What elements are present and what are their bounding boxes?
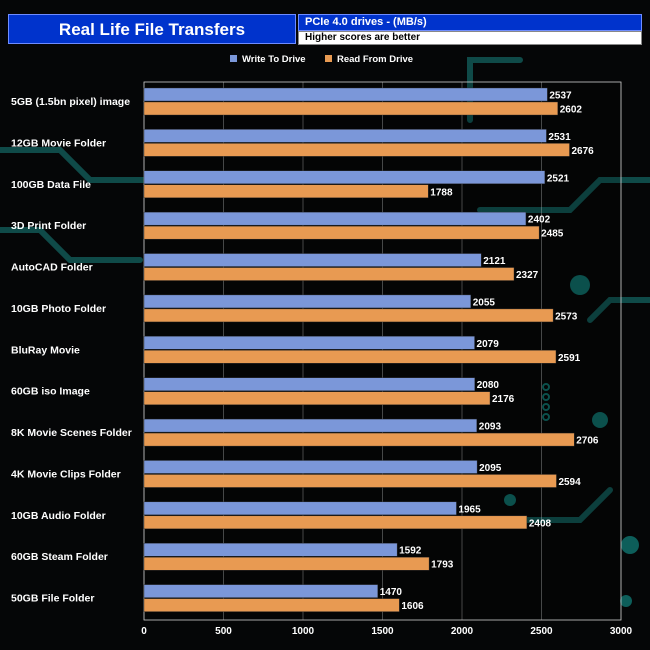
category-label: 5GB (1.5bn pixel) image (11, 96, 130, 108)
write-value-label: 2537 (549, 91, 572, 102)
legend-swatch-0 (230, 55, 237, 62)
x-tick-label: 1000 (292, 626, 315, 637)
write-bar (143, 87, 548, 102)
write-bar (143, 418, 477, 433)
read-value-label: 2573 (555, 311, 578, 322)
x-tick-label: 3000 (610, 626, 633, 637)
read-value-label: 2706 (576, 436, 599, 447)
write-bar (143, 501, 457, 516)
read-bar (143, 184, 429, 198)
read-value-label: 1606 (401, 601, 424, 612)
write-bar (143, 253, 482, 267)
write-value-label: 1965 (458, 504, 481, 515)
write-bar (143, 377, 475, 391)
read-bar (143, 474, 557, 488)
write-bar (143, 170, 546, 184)
write-value-label: 2093 (479, 422, 502, 433)
x-tick-label: 1500 (371, 626, 394, 637)
category-label: 100GB Data File (11, 179, 91, 191)
write-bar (143, 211, 527, 226)
category-label: 3D Print Folder (11, 220, 86, 232)
category-label: BluRay Movie (11, 344, 80, 356)
read-value-label: 2485 (541, 229, 564, 240)
read-value-label: 1788 (430, 187, 453, 198)
read-bar (143, 557, 430, 571)
read-bar (143, 267, 515, 281)
write-value-label: 2531 (548, 132, 571, 143)
read-bar (143, 225, 540, 240)
read-value-label: 2602 (560, 105, 583, 116)
x-tick-label: 2500 (530, 626, 553, 637)
write-value-label: 2121 (483, 256, 506, 267)
category-label: 10GB Photo Folder (11, 303, 106, 315)
read-bar (143, 598, 400, 612)
write-value-label: 2402 (528, 215, 551, 226)
category-label: 10GB Audio Folder (11, 510, 106, 522)
legend-label-1: Read From Drive (337, 54, 413, 65)
write-bar (143, 543, 398, 557)
category-label: 60GB Steam Folder (11, 551, 108, 563)
read-value-label: 2176 (492, 394, 515, 405)
chart-title: Real Life File Transfers (8, 14, 296, 44)
x-tick-label: 0 (141, 626, 147, 637)
read-bar (143, 432, 575, 447)
read-bar (143, 101, 558, 116)
legend-swatch-1 (325, 55, 332, 62)
read-value-label: 2676 (571, 146, 594, 157)
read-value-label: 2594 (558, 477, 581, 488)
chart-note: Higher scores are better (298, 31, 642, 45)
read-bar (143, 143, 570, 157)
write-bar (143, 129, 547, 143)
write-bar (143, 336, 475, 350)
read-bar (143, 308, 554, 323)
write-value-label: 2080 (477, 380, 500, 391)
category-label: 50GB File Folder (11, 593, 94, 605)
read-value-label: 2591 (558, 353, 581, 364)
write-bar (143, 294, 471, 309)
category-label: 4K Movie Clips Folder (11, 468, 121, 480)
category-label: AutoCAD Folder (11, 262, 93, 274)
read-value-label: 2327 (516, 270, 539, 281)
category-label: 8K Movie Scenes Folder (11, 427, 132, 439)
write-value-label: 2055 (473, 297, 496, 308)
write-bar (143, 584, 378, 598)
write-value-label: 2079 (477, 339, 500, 350)
read-bar (143, 391, 491, 405)
category-label: 60GB iso Image (11, 386, 90, 398)
category-label: 12GB Movie Folder (11, 137, 106, 149)
read-bar (143, 515, 528, 530)
x-tick-label: 2000 (451, 626, 474, 637)
write-value-label: 1470 (380, 587, 403, 598)
read-value-label: 2408 (529, 518, 552, 529)
read-bar (143, 350, 557, 364)
read-value-label: 1793 (431, 560, 454, 571)
write-value-label: 1592 (399, 546, 422, 557)
legend-label-0: Write To Drive (242, 54, 306, 65)
write-bar (143, 460, 478, 474)
write-value-label: 2521 (547, 173, 570, 184)
x-tick-label: 500 (215, 626, 232, 637)
chart-subtitle: PCIe 4.0 drives - (MB/s) (298, 14, 642, 31)
write-value-label: 2095 (479, 463, 502, 474)
